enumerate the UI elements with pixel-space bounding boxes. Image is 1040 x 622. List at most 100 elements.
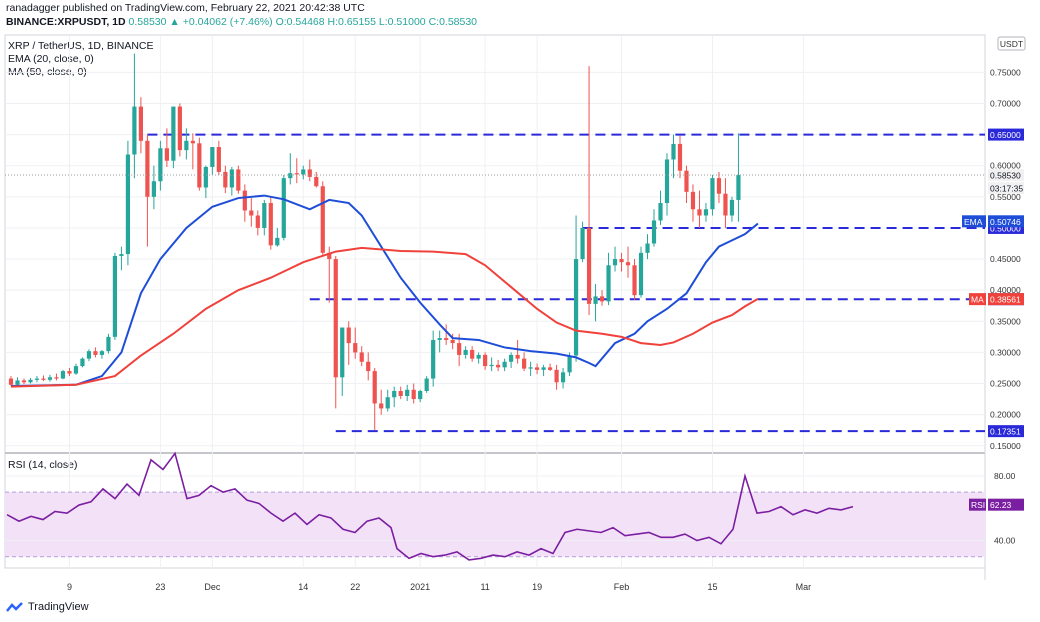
- candle-body: [197, 143, 202, 188]
- candle-body: [450, 339, 455, 344]
- price-tick-label: 0.75000: [990, 67, 1021, 77]
- candle-body: [372, 371, 377, 404]
- candle-body: [21, 380, 27, 383]
- change: ▲ +0.04062 (+7.46%): [169, 16, 273, 28]
- candle-body: [353, 343, 358, 353]
- candle-body: [47, 377, 53, 380]
- candle-body: [242, 190, 247, 211]
- candle-body: [41, 378, 46, 380]
- legend-rsi[interactable]: RSI (14, close): [8, 459, 78, 471]
- candle-body: [528, 367, 533, 369]
- candle-body: [444, 338, 449, 340]
- candle-body: [379, 403, 384, 409]
- candle-body: [625, 262, 631, 266]
- candle-body: [398, 391, 403, 396]
- candle-body: [236, 169, 241, 191]
- candle-body: [684, 170, 689, 192]
- last-price-label: 0.58530: [990, 171, 1021, 181]
- candle-body: [255, 215, 260, 228]
- candle-body: [534, 367, 540, 370]
- candle-body: [463, 349, 468, 355]
- candle-body: [515, 354, 520, 359]
- candle-body: [281, 178, 286, 238]
- candle-body: [132, 106, 137, 155]
- candle-body: [476, 354, 481, 359]
- rsi-value-label: 62.23: [990, 500, 1012, 510]
- candle-body: [119, 254, 124, 256]
- candle-body: [275, 237, 280, 246]
- candle-body: [268, 203, 273, 246]
- high-value: H:0.65155: [327, 16, 376, 28]
- level-price-label-box: [988, 425, 1024, 438]
- candle-body: [729, 199, 735, 216]
- rsi-value-label-box: [988, 498, 1024, 511]
- candle-body: [288, 173, 293, 179]
- level-price-label-box: [988, 128, 1024, 141]
- candle-body: [249, 210, 254, 216]
- x-tick-label: Mar: [796, 582, 812, 592]
- ema-axis-tag: EMA: [964, 217, 983, 227]
- price-tick-label: 0.60000: [990, 161, 1021, 171]
- x-tick-label: 22: [350, 582, 360, 592]
- candle-body: [34, 378, 40, 380]
- candle-body: [171, 106, 176, 161]
- legend-ema[interactable]: EMA (20, close, 0): [8, 53, 94, 65]
- candle-body: [73, 366, 79, 374]
- x-tick-label: 14: [298, 582, 308, 592]
- candle-body: [496, 364, 501, 368]
- brand-label: TradingView: [28, 601, 89, 613]
- rsi-line: [6, 451, 854, 561]
- candle-body: [710, 178, 715, 210]
- candle-body: [554, 369, 559, 383]
- candle-body: [8, 378, 14, 385]
- price-tick-label: 0.20000: [990, 410, 1021, 420]
- candle-body: [612, 259, 618, 266]
- chart-canvas[interactable]: 9 23 Dec 14 22 2021 11 19 Feb 15 Mar 0.15000 0.20000…: [0, 0, 1040, 600]
- published-line: ranadagger published on TradingView.com,…: [6, 2, 365, 14]
- price-tick-label: 0.45000: [990, 254, 1021, 264]
- countdown-label: 03:17:35: [990, 184, 1023, 194]
- candle-body: [210, 147, 215, 167]
- level-price-label: 0.50000: [990, 223, 1021, 233]
- candle-body: [333, 259, 338, 378]
- rsi-band: [5, 492, 985, 557]
- candle-body: [703, 209, 709, 216]
- x-tick-label: 2021: [410, 582, 430, 592]
- candle-body: [418, 391, 423, 400]
- candle-body: [736, 175, 741, 200]
- level-price-label: 0.17351: [990, 427, 1021, 437]
- x-tick-label: Dec: [204, 582, 221, 592]
- candle-body: [489, 364, 494, 367]
- footer[interactable]: TradingView: [6, 601, 89, 613]
- candle-body: [573, 259, 579, 356]
- candle-body: [547, 367, 553, 370]
- candle-body: [645, 243, 650, 253]
- candle-body: [359, 352, 364, 362]
- candle-body: [99, 351, 105, 355]
- candle-body: [651, 220, 657, 244]
- x-tick-label: 19: [532, 582, 542, 592]
- candle-body: [560, 372, 566, 383]
- symbol-ohlc-line: BINANCE:XRPUSDT, 1D 0.58530 ▲ +0.04062 (…: [6, 16, 477, 29]
- candle-body: [314, 176, 319, 187]
- x-tick-label: 11: [480, 582, 489, 592]
- candle-body: [437, 338, 442, 340]
- candle-body: [385, 397, 390, 409]
- ma-line: [10, 246, 759, 388]
- candle-body: [294, 173, 299, 175]
- plot-frame: [4, 34, 986, 569]
- rsi-axis-tag: RSI: [971, 500, 985, 510]
- candle-body: [177, 106, 182, 151]
- price: 0.58530: [128, 16, 167, 28]
- candle-body: [262, 203, 267, 228]
- candle-body: [190, 140, 195, 144]
- level-price-label: 0.65000: [990, 130, 1021, 140]
- candle-body: [320, 186, 325, 253]
- x-tick-label: Feb: [614, 582, 630, 592]
- candle-body: [541, 367, 546, 370]
- countdown-label-box: [988, 182, 1024, 195]
- ticker: BINANCE:XRPUSDT, 1D: [6, 16, 126, 28]
- candle-body: [138, 106, 143, 141]
- candle-body: [54, 377, 59, 379]
- candle-body: [392, 391, 397, 398]
